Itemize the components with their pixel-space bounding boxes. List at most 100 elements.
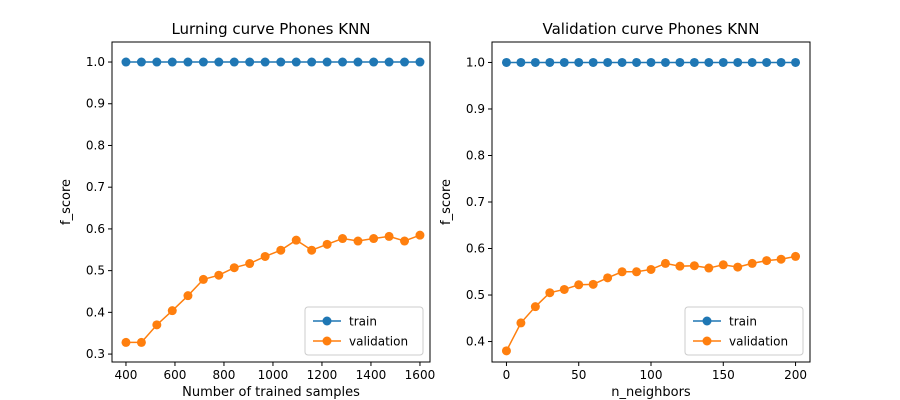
x-tick-label: 0 xyxy=(503,368,511,382)
y-tick-label: 0.6 xyxy=(86,222,105,236)
point xyxy=(530,302,540,312)
point xyxy=(167,306,177,316)
point xyxy=(245,57,255,67)
point xyxy=(369,57,379,67)
point xyxy=(704,263,714,273)
point xyxy=(632,57,642,67)
x-tick-label: 600 xyxy=(164,368,187,382)
point xyxy=(384,231,394,241)
point xyxy=(559,284,569,294)
point xyxy=(559,57,569,67)
point xyxy=(718,260,728,270)
y-axis-label: f_score xyxy=(59,179,74,225)
point xyxy=(214,57,224,67)
point xyxy=(260,57,270,67)
point xyxy=(276,245,286,255)
x-tick-label: 1200 xyxy=(307,368,338,382)
point xyxy=(733,57,743,67)
x-axis-label: n_neighbors xyxy=(611,385,691,400)
x-axis-label: Number of trained samples xyxy=(182,385,360,400)
point xyxy=(660,57,670,67)
point xyxy=(617,57,627,67)
point xyxy=(545,57,555,67)
chart: Validation curve Phones KNN n_neighbors f_… xyxy=(439,20,811,400)
y-tick-label: 0.5 xyxy=(466,288,485,302)
point xyxy=(588,57,598,67)
y-tick-label: 0.9 xyxy=(466,102,485,116)
x-tick-label: 400 xyxy=(115,368,138,382)
point xyxy=(675,261,685,271)
point xyxy=(660,258,670,268)
point xyxy=(776,254,786,264)
point xyxy=(689,57,699,67)
point xyxy=(214,270,224,280)
point xyxy=(291,57,301,67)
chart-title: Validation curve Phones KNN xyxy=(543,20,760,38)
x-tick-label: 200 xyxy=(784,368,807,382)
point xyxy=(791,251,801,261)
point xyxy=(152,320,162,330)
y-tick-label: 0.8 xyxy=(86,138,105,152)
x-tick-label: 150 xyxy=(712,368,735,382)
axes-frame xyxy=(491,41,811,363)
legend-label: train xyxy=(349,315,377,329)
point xyxy=(245,259,255,269)
point xyxy=(415,230,425,240)
point xyxy=(762,57,772,67)
point xyxy=(291,235,301,245)
point xyxy=(276,57,286,67)
point xyxy=(762,256,772,266)
point xyxy=(689,261,699,271)
point xyxy=(384,57,394,67)
point xyxy=(718,57,728,67)
point xyxy=(603,57,613,67)
point xyxy=(675,57,685,67)
point xyxy=(369,234,379,244)
legend-marker xyxy=(322,336,332,346)
legend-label: train xyxy=(729,315,757,329)
point xyxy=(415,57,425,67)
legend-marker xyxy=(702,316,712,326)
y-tick-label: 0.4 xyxy=(466,335,485,349)
point xyxy=(198,57,208,67)
point xyxy=(183,291,193,301)
point xyxy=(400,236,410,246)
point xyxy=(747,57,757,67)
axes-frame xyxy=(111,41,431,363)
point xyxy=(632,267,642,277)
x-tick-label: 1400 xyxy=(356,368,387,382)
legend-marker xyxy=(702,336,712,346)
point xyxy=(574,57,584,67)
y-tick-label: 0.8 xyxy=(466,148,485,162)
point xyxy=(747,258,757,268)
point xyxy=(704,57,714,67)
legend-label: validation xyxy=(729,335,788,349)
legend-label: validation xyxy=(349,335,408,349)
point xyxy=(646,264,656,274)
point xyxy=(501,346,511,356)
point xyxy=(167,57,177,67)
point xyxy=(791,57,801,67)
y-tick-label: 0.3 xyxy=(86,347,105,361)
point xyxy=(229,57,239,67)
point xyxy=(152,57,162,67)
point xyxy=(121,57,131,67)
point xyxy=(530,57,540,67)
x-tick-label: 1000 xyxy=(258,368,289,382)
point xyxy=(516,318,526,328)
point xyxy=(183,57,193,67)
y-tick-label: 0.7 xyxy=(86,180,105,194)
point xyxy=(307,57,317,67)
point xyxy=(338,57,348,67)
y-tick-label: 0.6 xyxy=(466,242,485,256)
chart-title: Lurning curve Phones KNN xyxy=(171,20,370,38)
point xyxy=(229,263,239,273)
point xyxy=(136,57,146,67)
point xyxy=(198,274,208,284)
point xyxy=(588,279,598,289)
legend-box xyxy=(304,306,424,356)
x-tick-label: 800 xyxy=(213,368,236,382)
y-tick-label: 0.4 xyxy=(86,305,105,319)
point xyxy=(353,57,363,67)
y-tick-label: 0.5 xyxy=(86,264,105,278)
